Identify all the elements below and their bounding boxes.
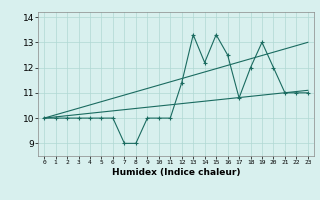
X-axis label: Humidex (Indice chaleur): Humidex (Indice chaleur): [112, 168, 240, 177]
